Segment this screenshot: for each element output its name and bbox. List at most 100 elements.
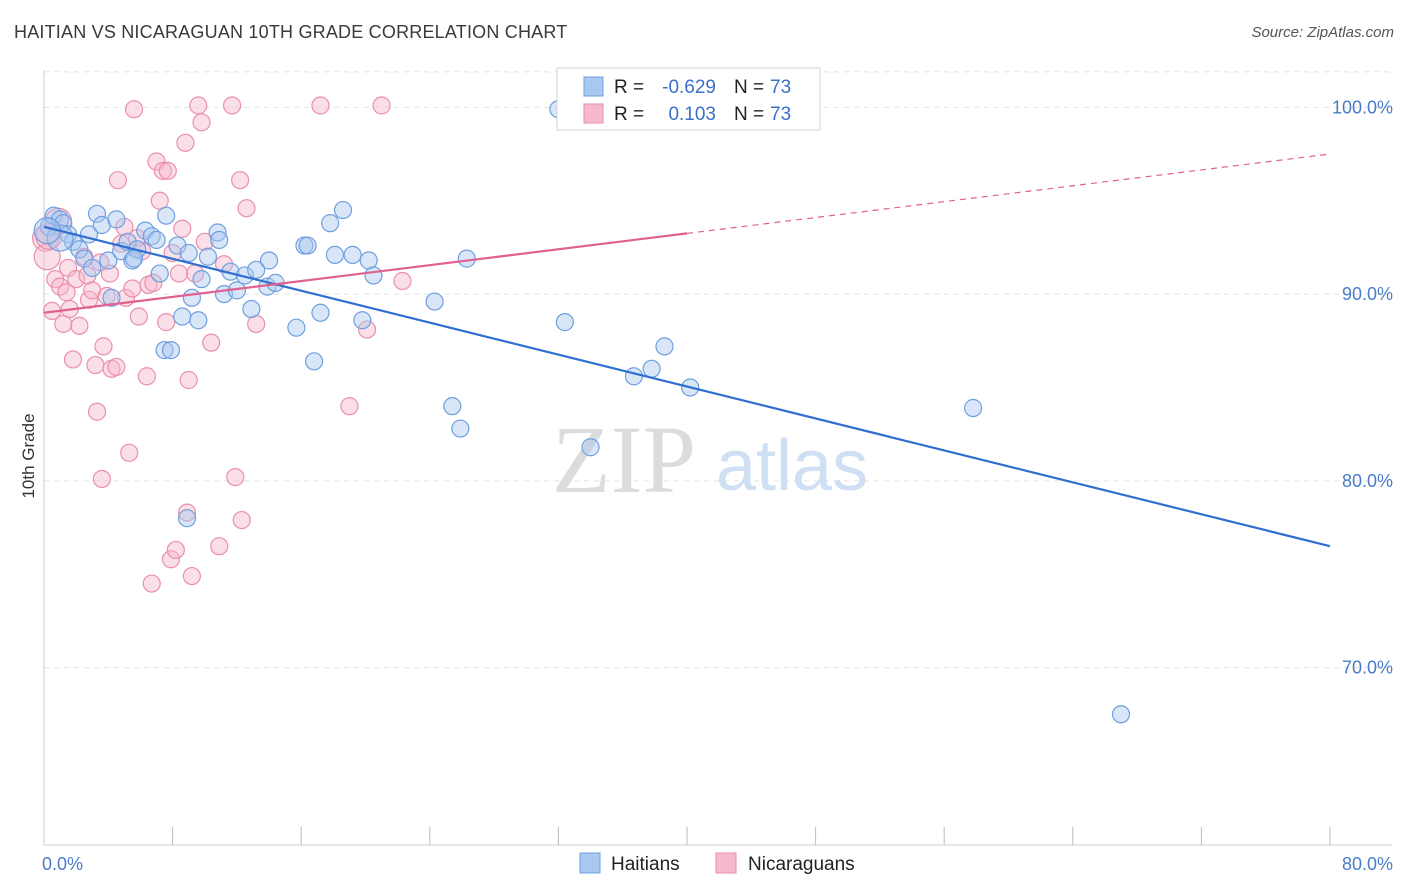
series-nicaraguans-points xyxy=(32,96,412,593)
haitian-point-24 xyxy=(157,206,176,225)
haitian-point-57 xyxy=(425,292,444,311)
grid-lines xyxy=(44,71,1392,669)
haitian-point-50 xyxy=(321,214,340,233)
nicaraguan-point-41 xyxy=(176,133,195,152)
nicaraguan-point-8 xyxy=(63,350,83,369)
watermark-zip: ZIP xyxy=(552,406,696,513)
nicaraguan-point-57 xyxy=(311,96,330,115)
trend-line-haitians xyxy=(43,225,1331,548)
haitian-point-27 xyxy=(173,307,192,326)
bottom-legend-swatch-nicaraguans xyxy=(715,852,737,874)
nicaraguan-point-59 xyxy=(358,320,377,339)
bottom-legend: Haitians Nicaraguans xyxy=(579,852,855,875)
axes xyxy=(43,70,1392,846)
nicaraguan-point-37 xyxy=(161,550,181,569)
haitian-point-34 xyxy=(208,223,227,242)
legend-n-value-haitians: 73 xyxy=(770,77,791,98)
haitian-point-58 xyxy=(443,397,462,416)
nicaraguan-point-40 xyxy=(173,219,192,238)
nicaraguan-point-39 xyxy=(169,264,189,283)
y-tick-labels: 100.0% 90.0% 80.0% 70.0% xyxy=(1332,97,1393,677)
nicaraguan-point-20 xyxy=(107,357,126,377)
nicaraguan-point-27 xyxy=(124,100,144,119)
legend-n-value-nicaraguans: 73 xyxy=(770,104,791,125)
nicaraguan-point-54 xyxy=(232,510,251,530)
haitian-point-10 xyxy=(87,204,107,223)
nicaraguan-point-9 xyxy=(67,270,86,289)
nicaraguan-point-30 xyxy=(137,367,156,386)
haitian-point-23 xyxy=(155,341,174,360)
haitian-point-47 xyxy=(298,236,317,255)
series-haitians-points xyxy=(33,100,1131,724)
haitian-point-41 xyxy=(247,260,266,279)
haitian-point-53 xyxy=(343,245,362,264)
haitian-point-21 xyxy=(147,230,166,250)
haitian-point-6 xyxy=(70,240,89,259)
legend: R = -0.629 N = 73 R = 0.103 N = 73 xyxy=(556,67,821,131)
nicaraguan-point-35 xyxy=(153,161,173,180)
y-tick-label-1: 90.0% xyxy=(1342,284,1393,304)
haitian-point-28 xyxy=(177,509,197,528)
legend-swatch-nicaraguans xyxy=(583,103,604,124)
bottom-legend-label-nicaraguans: Nicaraguans xyxy=(748,854,855,875)
nicaraguan-point-63 xyxy=(100,264,120,283)
legend-swatch-haitians xyxy=(583,76,604,97)
watermark: ZIP atlas xyxy=(552,406,868,513)
nicaraguan-point-38 xyxy=(166,540,185,560)
nicaraguan-point-55 xyxy=(237,199,256,218)
nicaraguan-point-60 xyxy=(372,96,391,115)
nicaraguan-point-53 xyxy=(226,468,245,487)
y-axis-label: 10th Grade xyxy=(19,413,38,498)
haitian-point-22 xyxy=(150,264,169,283)
nicaraguan-point-32 xyxy=(142,574,161,593)
haitian-point-40 xyxy=(242,299,261,319)
legend-n-label-nicaraguans: N = xyxy=(734,104,764,125)
haitian-point-35 xyxy=(210,230,229,250)
nicaraguan-point-49 xyxy=(202,333,221,352)
nicaraguan-point-52 xyxy=(222,96,242,115)
nicaraguan-point-51 xyxy=(214,255,234,274)
nicaraguan-point-25 xyxy=(120,443,139,462)
haitian-point-33 xyxy=(198,247,218,266)
legend-r-label-nicaraguans: R = xyxy=(614,104,644,125)
y-tick-label-3: 70.0% xyxy=(1342,658,1393,678)
nicaraguan-point-46 xyxy=(189,96,208,115)
trend-line-nicaraguans-dashed xyxy=(686,153,1331,234)
haitian-point-49 xyxy=(311,303,330,322)
haitian-point-30 xyxy=(182,288,201,307)
nicaraguan-point-14 xyxy=(86,355,105,375)
nicaraguan-point-36 xyxy=(157,313,176,332)
haitian-point-52 xyxy=(333,200,353,220)
nicaraguan-point-47 xyxy=(192,113,211,132)
nicaraguan-point-44 xyxy=(182,566,201,586)
haitian-point-72 xyxy=(124,249,144,268)
nicaraguan-point-17 xyxy=(92,469,111,489)
haitian-point-12 xyxy=(99,251,118,270)
y-tick-label-2: 80.0% xyxy=(1342,471,1393,491)
nicaraguan-point-15 xyxy=(87,402,107,421)
nicaraguan-point-43 xyxy=(179,370,198,390)
haitian-point-14 xyxy=(102,288,121,307)
bottom-legend-swatch-haitians xyxy=(579,852,601,874)
y-tick-label-0: 100.0% xyxy=(1332,97,1393,117)
trend-lines xyxy=(43,153,1331,548)
nicaraguan-point-21 xyxy=(108,171,128,190)
nicaraguan-point-69 xyxy=(57,283,76,302)
watermark-atlas: atlas xyxy=(716,426,868,506)
nicaraguan-point-10 xyxy=(70,316,89,335)
nicaraguan-point-71 xyxy=(231,171,250,190)
nicaraguan-point-48 xyxy=(195,232,214,251)
x-tick-labels: 0.0% 80.0% xyxy=(42,854,1393,874)
chart-title: HAITIAN VS NICARAGUAN 10TH GRADE CORRELA… xyxy=(14,22,568,42)
nicaraguan-point-70 xyxy=(94,337,113,356)
legend-r-value-haitians: -0.629 xyxy=(662,77,716,98)
haitian-point-32 xyxy=(192,270,211,289)
haitian-point-64 xyxy=(642,359,661,378)
haitian-point-68 xyxy=(1111,705,1131,724)
legend-n-label-haitians: N = xyxy=(734,77,764,98)
haitian-point-43 xyxy=(259,251,279,270)
nicaraguan-point-42 xyxy=(177,503,197,522)
haitian-point-62 xyxy=(581,438,600,457)
haitian-point-59 xyxy=(451,419,470,438)
